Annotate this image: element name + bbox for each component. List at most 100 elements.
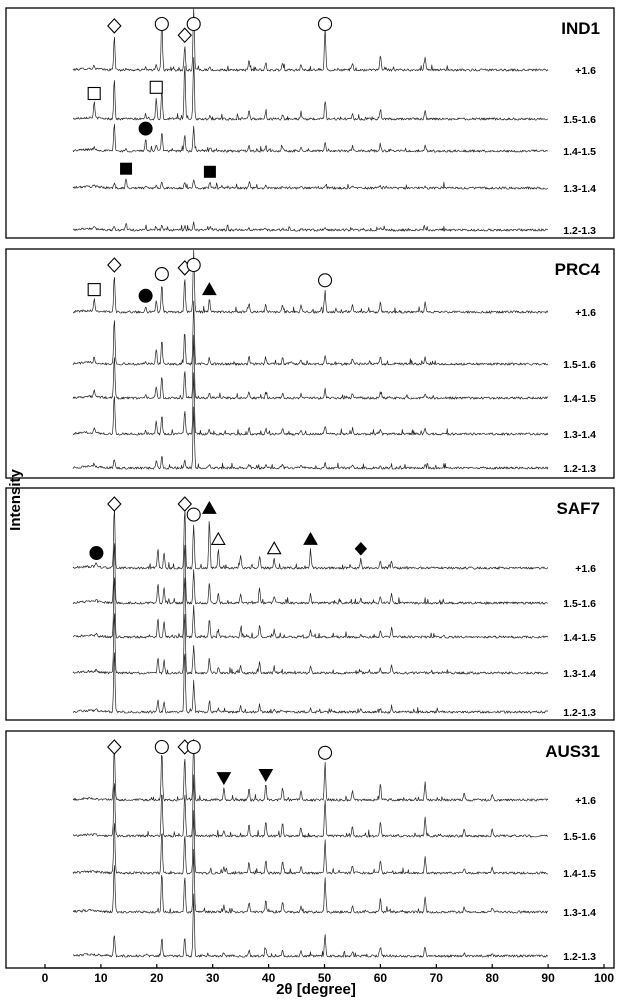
fraction-label: 1.2-1.3 bbox=[563, 951, 596, 963]
phase-marker-open-triangle-up bbox=[210, 531, 226, 545]
fraction-label: +1.6 bbox=[575, 307, 596, 319]
phase-marker-open-circle bbox=[154, 739, 169, 755]
phase-marker-open-diamond bbox=[107, 496, 122, 512]
panel-title: PRC4 bbox=[555, 260, 601, 279]
phase-marker-open-circle bbox=[186, 16, 201, 32]
phase-marker-open-diamond bbox=[107, 739, 122, 755]
fraction-label: 1.5-1.6 bbox=[563, 831, 596, 843]
trace-ind1-row-3 bbox=[72, 123, 549, 153]
phase-marker-filled-square bbox=[203, 165, 216, 178]
phase-marker-open-circle bbox=[154, 16, 169, 32]
trace-saf7-row-4 bbox=[72, 613, 549, 675]
phase-marker-open-circle bbox=[186, 257, 201, 273]
x-tick-label: 60 bbox=[374, 971, 388, 985]
fraction-label: 1.3-1.4 bbox=[563, 183, 596, 195]
trace-prc4-row-5 bbox=[72, 406, 549, 470]
panel-ind1: IND1 +1.6 1.5-1.6 1.4-1.5 1.3-1.4 1.2-1.3 bbox=[5, 7, 615, 239]
x-tick-label: 50 bbox=[318, 971, 332, 985]
fraction-label: 1.5-1.6 bbox=[563, 359, 596, 371]
phase-marker-filled-triangle-up bbox=[201, 282, 217, 296]
panel-frame bbox=[5, 487, 615, 721]
trace-prc4-row-4 bbox=[72, 372, 549, 436]
panel-frame bbox=[5, 248, 615, 479]
trace-ind1-row-4 bbox=[72, 178, 548, 190]
phase-marker-open-square bbox=[87, 283, 101, 297]
phase-marker-filled-diamond bbox=[354, 541, 368, 556]
phase-marker-filled-triangle-down bbox=[216, 772, 232, 786]
panel-aus31: AUS31 +1.6 1.5-1.6 1.4-1.5 1.3-1.4 1.2-1.3 bbox=[5, 730, 615, 969]
fraction-label: 1.2-1.3 bbox=[563, 225, 596, 237]
phase-marker-open-circle bbox=[186, 739, 201, 755]
panel-title: SAF7 bbox=[557, 499, 600, 518]
panel-title: IND1 bbox=[561, 19, 600, 38]
fraction-label: 1.3-1.4 bbox=[563, 429, 596, 441]
phase-marker-open-diamond bbox=[177, 496, 193, 512]
trace-ind1-row-5 bbox=[72, 221, 549, 232]
phase-marker-filled-circle bbox=[138, 121, 153, 136]
trace-aus31-row-5 bbox=[72, 893, 549, 958]
x-tick-label: 70 bbox=[430, 971, 444, 985]
trace-aus31-row-1 bbox=[72, 738, 549, 802]
phase-marker-open-circle bbox=[154, 267, 169, 282]
fraction-label: +1.6 bbox=[575, 65, 596, 77]
x-tick-label: 0 bbox=[42, 971, 49, 985]
x-tick-label: 90 bbox=[541, 971, 555, 985]
phase-marker-open-square bbox=[87, 86, 101, 101]
phase-marker-open-triangle-up bbox=[266, 541, 282, 555]
phase-marker-filled-triangle-up bbox=[303, 531, 318, 545]
phase-marker-open-circle bbox=[318, 745, 333, 760]
x-tick-label: 100 bbox=[594, 971, 614, 985]
fraction-label: 1.4-1.5 bbox=[563, 146, 596, 158]
trace-aus31-row-3 bbox=[72, 810, 549, 875]
phase-marker-open-circle bbox=[186, 507, 201, 522]
fraction-label: 1.2-1.3 bbox=[563, 463, 596, 475]
phase-marker-open-diamond bbox=[107, 18, 122, 34]
x-tick-label: 20 bbox=[150, 971, 164, 985]
panel-saf7: SAF7 +1.6 1.5-1.6 1.4-1.5 1.3-1.4 1.2-1.3 bbox=[5, 487, 615, 721]
trace-prc4-row-2 bbox=[72, 300, 549, 366]
phase-marker-filled-circle bbox=[89, 546, 104, 561]
trace-saf7-row-1 bbox=[72, 508, 549, 570]
x-axis-title: 2θ [degree] bbox=[276, 981, 356, 998]
fraction-label: 1.3-1.4 bbox=[563, 907, 596, 919]
fraction-label: 1.4-1.5 bbox=[563, 393, 596, 405]
trace-saf7-row-2 bbox=[72, 543, 548, 605]
trace-aus31-row-2 bbox=[72, 774, 549, 838]
phase-marker-open-diamond bbox=[177, 27, 193, 44]
fraction-label: +1.6 bbox=[575, 795, 596, 807]
fraction-label: 1.4-1.5 bbox=[563, 632, 596, 644]
phase-marker-open-circle bbox=[318, 273, 333, 288]
panel-frame bbox=[5, 7, 615, 239]
x-tick-label: 30 bbox=[206, 971, 220, 985]
trace-ind1-row-2 bbox=[72, 57, 549, 121]
fraction-label: 1.5-1.6 bbox=[563, 114, 596, 126]
phase-marker-filled-triangle-up bbox=[201, 500, 217, 514]
x-tick-label: 80 bbox=[486, 971, 500, 985]
panel-frame bbox=[5, 730, 615, 969]
trace-prc4-row-1 bbox=[72, 249, 549, 314]
phase-marker-filled-square bbox=[120, 162, 133, 175]
fraction-label: 1.3-1.4 bbox=[563, 668, 596, 680]
x-axis: 0 10 20 30 40 50 60 70 80 90 100 bbox=[42, 964, 614, 985]
phase-marker-filled-triangle-down bbox=[258, 769, 274, 783]
trace-ind1-row-1 bbox=[72, 8, 549, 72]
fraction-label: +1.6 bbox=[575, 563, 596, 575]
trace-saf7-row-3 bbox=[72, 577, 549, 639]
fraction-label: 1.2-1.3 bbox=[563, 707, 596, 719]
panels-group: IND1+1.61.5-1.61.4-1.51.3-1.41.2-1.3PRC4… bbox=[5, 7, 615, 969]
panel-title: AUS31 bbox=[545, 742, 600, 761]
x-tick-label: 10 bbox=[94, 971, 108, 985]
fraction-label: 1.5-1.6 bbox=[563, 598, 596, 610]
phase-marker-open-diamond bbox=[107, 257, 122, 273]
panel-prc4: PRC4 +1.6 1.5-1.6 1.4-1.5 1.3-1.4 1.2-1.3 bbox=[5, 248, 615, 479]
phase-marker-open-circle bbox=[318, 16, 333, 32]
trace-prc4-row-3 bbox=[72, 334, 549, 400]
phase-marker-open-square bbox=[149, 80, 163, 94]
x-tick-label: 40 bbox=[262, 971, 276, 985]
y-axis-title: Intensity bbox=[7, 469, 24, 531]
trace-aus31-row-4 bbox=[72, 848, 549, 914]
phase-marker-filled-circle bbox=[138, 288, 153, 303]
trace-saf7-row-5 bbox=[72, 652, 549, 714]
fraction-label: 1.4-1.5 bbox=[563, 868, 596, 880]
